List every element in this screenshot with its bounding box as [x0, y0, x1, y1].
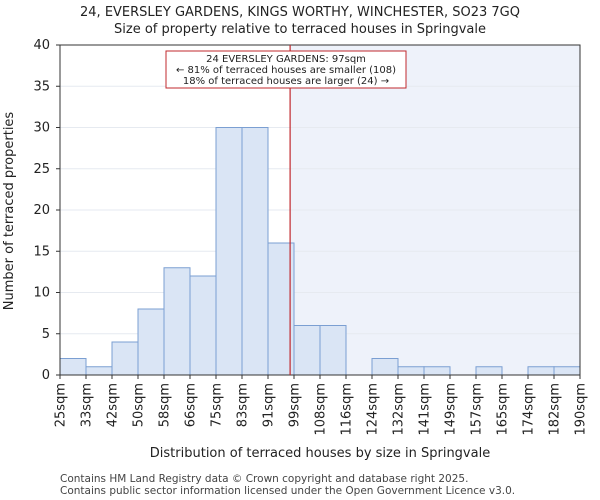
x-tick-label: 99sqm: [288, 383, 303, 427]
x-tick-label: 58sqm: [158, 383, 173, 427]
histogram-bar: [475, 366, 503, 376]
y-tick-label: 25: [33, 162, 50, 177]
x-tick-label: 33sqm: [80, 383, 95, 427]
x-tick-label: 83sqm: [236, 383, 251, 427]
annotation-box: [165, 50, 407, 89]
y-tick-label: 10: [33, 286, 50, 301]
footer-line-1: Contains HM Land Registry data © Crown c…: [60, 473, 468, 485]
histogram-bar: [189, 275, 217, 376]
chart-subtitle: Size of property relative to terraced ho…: [114, 22, 486, 37]
annotation-line-1: 24 EVERSLEY GARDENS: 97sqm: [206, 54, 366, 65]
y-tick-label: 20: [33, 203, 50, 218]
x-tick-label: 108sqm: [314, 383, 329, 436]
x-tick-label: 165sqm: [496, 383, 511, 436]
histogram-bar: [163, 267, 191, 376]
histogram-bar: [553, 366, 581, 376]
histogram-bar: [397, 366, 425, 376]
x-tick-label: 124sqm: [366, 383, 381, 436]
y-tick-label: 30: [33, 121, 50, 136]
histogram-bar: [293, 325, 321, 376]
annotation-line-2: ← 81% of terraced houses are smaller (10…: [176, 65, 396, 76]
y-axis-label: Number of terraced properties: [2, 112, 17, 311]
x-tick-label: 66sqm: [184, 383, 199, 427]
y-tick-label: 5: [42, 327, 50, 342]
x-tick-label: 132sqm: [392, 383, 407, 436]
x-tick-label: 75sqm: [210, 383, 225, 427]
x-tick-label: 50sqm: [132, 383, 147, 427]
chart-title: 24, EVERSLEY GARDENS, KINGS WORTHY, WINC…: [80, 5, 520, 20]
x-tick-label: 149sqm: [444, 383, 459, 436]
y-tick-label: 15: [33, 244, 50, 259]
x-tick-label: 25sqm: [54, 383, 69, 427]
histogram-bar: [59, 358, 87, 376]
footer-line-2: Contains public sector information licen…: [60, 485, 515, 497]
x-tick-label: 42sqm: [106, 383, 121, 427]
x-tick-label: 174sqm: [522, 383, 537, 436]
x-axis-label: Distribution of terraced houses by size …: [150, 446, 490, 461]
x-tick-label: 141sqm: [418, 383, 433, 436]
plot-area: 0 5 10 15 20 25 30 35 40 25sqm 33sqm 42sqm 50sqm 58sq…: [33, 38, 588, 436]
histogram-bar: [527, 366, 555, 376]
histogram-bar: [319, 325, 347, 376]
histogram-bar: [241, 127, 269, 376]
x-tick-label: 157sqm: [470, 383, 485, 436]
histogram-bar: [137, 308, 165, 376]
y-tick-label: 35: [33, 79, 50, 94]
histogram-bar: [111, 341, 139, 376]
x-tick-label: 116sqm: [340, 383, 355, 436]
y-tick-label: 0: [42, 368, 50, 383]
histogram-bar: [423, 366, 451, 376]
histogram-bar: [215, 127, 243, 376]
annotation-line-3: 18% of terraced houses are larger (24) →: [183, 76, 389, 87]
y-tick-label: 40: [33, 38, 50, 53]
histogram-bar: [371, 358, 399, 376]
x-tick-label: 182sqm: [548, 383, 563, 436]
x-tick-label: 91sqm: [262, 383, 277, 427]
histogram-bar: [85, 366, 113, 376]
x-tick-label: 190sqm: [574, 383, 589, 436]
